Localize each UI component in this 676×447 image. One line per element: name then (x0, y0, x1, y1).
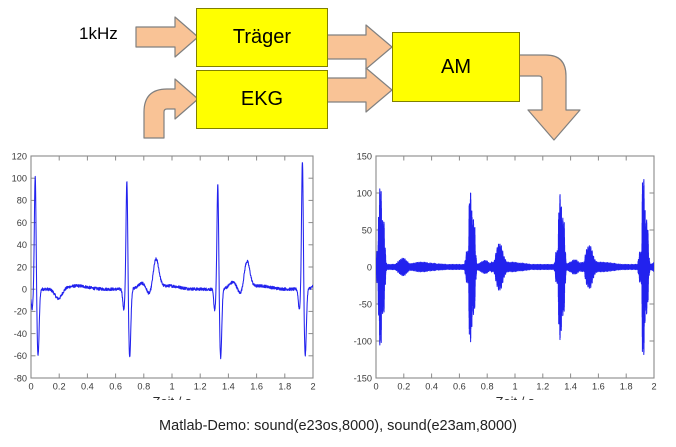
svg-text:50: 50 (362, 225, 372, 235)
x-axis-label: Zeit / s (152, 394, 192, 400)
matlab-demo-caption: Matlab-Demo: sound(e23os,8000), sound(e2… (159, 418, 517, 434)
svg-text:0.8: 0.8 (481, 382, 494, 392)
svg-text:0.6: 0.6 (109, 382, 122, 392)
svg-text:150: 150 (357, 151, 372, 161)
svg-text:20: 20 (17, 262, 27, 272)
svg-text:1.8: 1.8 (620, 382, 633, 392)
svg-text:80: 80 (17, 196, 27, 206)
diagram-arrows-layer (135, 16, 581, 141)
ekg-plot-svg: 0 0.2 0.4 0.6 0.8 1 1.2 1.4 1.6 1.8 2 -80 -60 -40 -20 0… (12, 151, 316, 400)
svg-text:0.2: 0.2 (397, 382, 410, 392)
svg-text:0.4: 0.4 (425, 382, 438, 392)
svg-text:0.4: 0.4 (81, 382, 94, 392)
arrow-ekg-source (143, 78, 199, 139)
svg-text:2: 2 (651, 382, 656, 392)
svg-text:1.4: 1.4 (222, 382, 235, 392)
block-diagram: 1kHz Träger EKG AM (0, 0, 676, 150)
am-plot-svg: 0 0.2 0.4 0.6 0.8 1 1.2 1.4 1.6 1.8 2 -150 -100 -50 0 5… (354, 151, 657, 400)
chart-am-signal[interactable]: 0 0.2 0.4 0.6 0.8 1 1.2 1.4 1.6 1.8 2 -150 -100 -50 0 5… (344, 148, 676, 400)
svg-text:0: 0 (22, 285, 27, 295)
chart-ekg-signal[interactable]: 0 0.2 0.4 0.6 0.8 1 1.2 1.4 1.6 1.8 2 -80 -60 -40 -20 0… (0, 148, 340, 400)
svg-text:1: 1 (512, 382, 517, 392)
svg-text:100: 100 (357, 188, 372, 198)
svg-text:1.6: 1.6 (592, 382, 605, 392)
svg-text:-60: -60 (14, 351, 27, 361)
svg-text:1.2: 1.2 (536, 382, 549, 392)
svg-text:0.2: 0.2 (53, 382, 66, 392)
svg-text:-80: -80 (14, 373, 27, 383)
svg-text:100: 100 (12, 174, 27, 184)
svg-text:1.2: 1.2 (194, 382, 207, 392)
svg-text:60: 60 (17, 218, 27, 228)
svg-text:1: 1 (169, 382, 174, 392)
svg-text:-100: -100 (354, 336, 372, 346)
arrow-traeger-to-am (326, 24, 393, 70)
svg-text:0: 0 (367, 262, 372, 272)
block-traeger[interactable]: Träger (196, 8, 328, 67)
svg-text:120: 120 (12, 151, 27, 161)
svg-text:2: 2 (310, 382, 315, 392)
svg-text:-40: -40 (14, 329, 27, 339)
svg-text:0.6: 0.6 (453, 382, 466, 392)
arrow-am-output (518, 54, 581, 141)
svg-text:0: 0 (28, 382, 33, 392)
block-ekg[interactable]: EKG (196, 70, 328, 129)
arrow-ekg-to-am (326, 67, 393, 113)
svg-text:-20: -20 (14, 307, 27, 317)
svg-text:1.6: 1.6 (250, 382, 263, 392)
block-am[interactable]: AM (392, 32, 520, 102)
x-axis-label: Zeit / s (495, 394, 535, 400)
svg-text:1.8: 1.8 (278, 382, 291, 392)
arrow-input-1khz (135, 16, 199, 58)
svg-text:-150: -150 (354, 373, 372, 383)
svg-text:0.8: 0.8 (137, 382, 150, 392)
svg-text:1.4: 1.4 (564, 382, 577, 392)
label-1khz: 1kHz (79, 24, 118, 43)
svg-text:0: 0 (373, 382, 378, 392)
svg-text:-50: -50 (359, 299, 372, 309)
svg-text:40: 40 (17, 240, 27, 250)
